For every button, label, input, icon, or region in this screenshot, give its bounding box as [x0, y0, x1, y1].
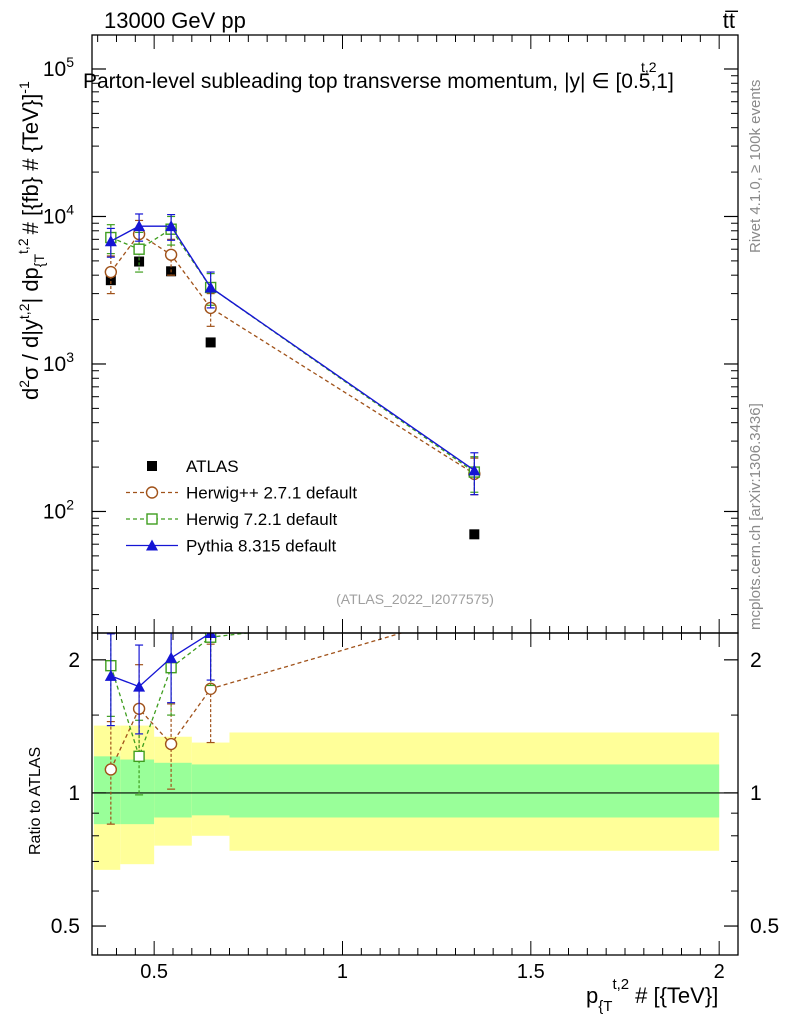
series-herwig-7-2-1-default: [105, 215, 481, 493]
ratio-series-layer: [104, 606, 480, 825]
data-point: [164, 248, 178, 261]
uncertainty-band-inner: [229, 764, 720, 818]
ratio-point: [164, 737, 178, 751]
ratio-ylabel: Ratio to ATLAS: [27, 747, 44, 855]
series-pythia-8-315-default: [104, 213, 481, 496]
series-herwig-2-7-1-default: [104, 219, 481, 496]
ratio-ytick-label: 2: [68, 649, 80, 672]
main-ylabel: d2σ / d|yt,2| dp{Tt,2# [{fb} # {TeV}]-1: [15, 81, 47, 400]
ratio-xtick-label: 1: [337, 961, 348, 983]
main-ytick-label: 103: [43, 349, 74, 376]
ylabel-part3: | dp: [18, 267, 43, 303]
ylabel-sup1: 2: [16, 380, 32, 388]
series-line: [110, 228, 475, 473]
main-ytick-label: 105: [43, 54, 74, 81]
main-series-layer: [104, 213, 481, 540]
ratio-ytick-label-right: 1: [750, 782, 762, 805]
data-point: [104, 265, 118, 279]
xlabel-tail: # [{TeV}]: [635, 983, 718, 1008]
legend-label: Pythia 8.315 default: [186, 537, 337, 556]
ylabel-sub: {T: [31, 254, 47, 268]
legend-marker: [146, 539, 158, 551]
ratio-ytick-label-right: 2: [750, 649, 762, 672]
legend-entry: Herwig 7.2.1 default: [126, 510, 337, 529]
ratio-point: [104, 669, 117, 681]
ratio-point: [133, 680, 146, 692]
energy-label: 13000 GeV pp: [104, 8, 246, 33]
ratio-axes: 0.5 0.5 1 1 2 2 0.5 1 1.5 2: [51, 633, 779, 983]
xlabel-main: p: [586, 983, 598, 1008]
legend-label: Herwig 7.2.1 default: [186, 510, 337, 529]
main-title: Parton-level subleading top transverse m…: [83, 70, 674, 93]
uncertainty-band-inner: [120, 759, 155, 825]
ratio-frame: [91, 632, 739, 956]
legend-marker: [145, 486, 159, 499]
legend-entry: Herwig++ 2.7.1 default: [126, 484, 357, 503]
ratio-ytick-label: 1: [68, 782, 80, 805]
svg-text:d2σ / d|yt,2| dp{Tt,2# [{fb} #: d2σ / d|yt,2| dp{Tt,2# [{fb} # {TeV}]-1: [15, 81, 47, 400]
ratio-point: [165, 651, 178, 663]
ratio-ytick-label: 0.5: [51, 915, 80, 938]
title-text: Parton-level subleading top transverse m…: [83, 70, 558, 93]
ratio-point: [469, 606, 480, 617]
ratio-xtick-label: 1.5: [517, 961, 545, 983]
ylabel-part4: # [{fb} # {TeV}]: [18, 94, 43, 235]
series-line: [110, 233, 475, 475]
main-ytick-label: 102: [43, 496, 74, 523]
ylabel-part1: d: [18, 388, 43, 400]
uncertainty-band-inner: [154, 762, 192, 818]
mcplots-label: mcplots.cern.ch [arXiv:1306.3436]: [747, 403, 764, 630]
legend-label: ATLAS: [186, 457, 239, 476]
ratio-ytick-label-right: 0.5: [750, 915, 779, 938]
rivet-label: Rivet 4.1.0, ≥ 100k events: [747, 80, 764, 253]
data-point: [133, 243, 145, 255]
data-point: [205, 337, 216, 348]
ratio-bands: [92, 725, 738, 870]
ratio-point: [133, 750, 145, 763]
analysis-annotation: (ATLAS_2022_I2077575): [336, 591, 494, 607]
data-point: [134, 256, 145, 267]
legend-entry: Pythia 8.315 default: [126, 537, 337, 556]
data-point: [104, 235, 117, 247]
ylabel-sup4: -1: [16, 81, 32, 94]
ratio-xlabel: p{Tt,2 # [{TeV}]: [586, 976, 718, 1015]
legend-label: Herwig++ 2.7.1 default: [186, 484, 357, 503]
title-region-sup: t,2: [641, 59, 657, 75]
uncertainty-band-inner: [191, 764, 230, 816]
data-point: [468, 464, 481, 476]
process-label: tt̅: [723, 8, 739, 33]
ylabel-part2: σ / d|y: [18, 319, 43, 380]
main-axes: 102 103 104 105: [43, 35, 738, 633]
ratio-point: [104, 763, 118, 776]
ratio-xtick-label: 2: [714, 961, 725, 983]
legend-marker: [147, 461, 157, 471]
data-point: [133, 220, 146, 232]
data-point: [105, 275, 116, 286]
data-point: [469, 529, 480, 540]
legend: ATLAS Herwig++ 2.7.1 default Herwig 7.2.1 …: [126, 457, 357, 556]
legend-marker: [146, 513, 158, 525]
title-region: |y| ∈ [0.5,1]: [564, 70, 674, 93]
xlabel-sub: {T: [598, 998, 612, 1015]
ylabel-sup3: t,2: [15, 238, 31, 254]
ratio-xtick-label: 0.5: [140, 961, 168, 983]
ratio-line: [110, 633, 217, 688]
data-point: [204, 281, 217, 293]
legend-entry: ATLAS: [147, 457, 239, 476]
xlabel-sup: t,2: [612, 976, 629, 993]
main-ytick-label: 104: [43, 201, 74, 228]
ylabel-sup2: t,2: [16, 303, 32, 319]
data-point: [165, 220, 178, 232]
